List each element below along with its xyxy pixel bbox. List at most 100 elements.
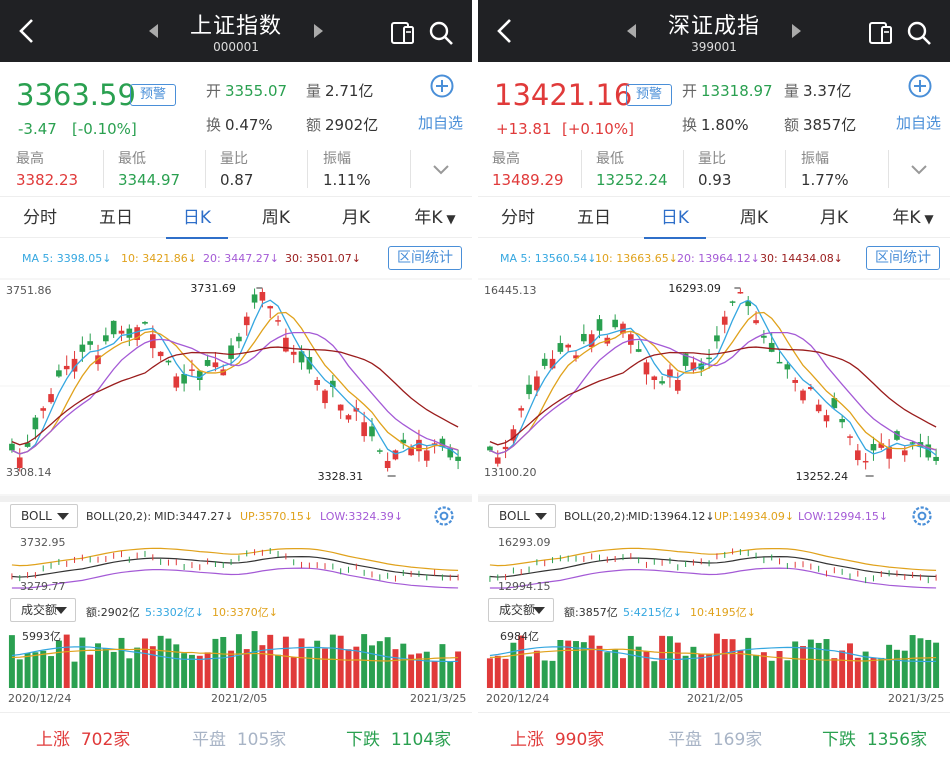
next-index-icon[interactable] bbox=[313, 24, 323, 38]
volume-bar bbox=[510, 642, 517, 688]
boll-chart[interactable]: 16293.09 12994.15 bbox=[478, 532, 950, 592]
range-stats-button[interactable]: 区间统计 bbox=[388, 246, 462, 270]
tab-monthly-k[interactable]: 月K bbox=[341, 208, 371, 228]
candlestick-chart[interactable]: 16445.13 13100.20 16293.09 13252.24 bbox=[478, 278, 950, 496]
tab-intraday[interactable]: 分时 bbox=[501, 208, 535, 228]
candle bbox=[134, 327, 140, 341]
stat-low: 最低 13252.24 bbox=[596, 151, 668, 189]
volume-value: 3.37亿 bbox=[803, 82, 852, 100]
volume-bar bbox=[713, 633, 720, 688]
tab-weekly-k[interactable]: 周K bbox=[739, 208, 769, 228]
alert-button[interactable]: 预警 bbox=[626, 84, 672, 106]
volume-select[interactable]: 成交额 bbox=[10, 598, 76, 622]
tab-daily-k[interactable]: 日K bbox=[644, 197, 706, 239]
candle bbox=[933, 456, 939, 461]
boll-lower-line bbox=[489, 567, 937, 589]
tab-5day[interactable]: 五日 bbox=[99, 208, 133, 228]
axis-max-label: 3751.86 bbox=[6, 284, 52, 297]
ma10-line bbox=[11, 311, 459, 455]
search-icon[interactable] bbox=[906, 20, 932, 46]
volume-bar bbox=[612, 649, 619, 688]
volume-bar bbox=[847, 643, 853, 688]
boll-chart[interactable]: 3732.95 3279.77 bbox=[0, 532, 472, 592]
next-index-icon[interactable] bbox=[791, 24, 801, 38]
candle bbox=[847, 436, 853, 438]
divider bbox=[205, 150, 206, 188]
divider bbox=[103, 150, 104, 188]
candle bbox=[581, 333, 587, 342]
prev-index-icon[interactable] bbox=[627, 24, 637, 38]
alert-button[interactable]: 预警 bbox=[130, 84, 176, 106]
chevron-down-icon[interactable] bbox=[910, 164, 928, 176]
volume-bar bbox=[8, 635, 15, 688]
notes-icon[interactable] bbox=[390, 20, 416, 46]
volume-bar bbox=[369, 645, 375, 688]
candle bbox=[103, 335, 109, 342]
volume-bar bbox=[753, 654, 760, 688]
volume-chart[interactable]: 5993亿 bbox=[0, 626, 472, 690]
back-arrow-icon[interactable] bbox=[16, 18, 38, 44]
candlestick-chart[interactable]: 3751.86 3308.14 3731.69 3328.31 bbox=[0, 278, 472, 496]
candle bbox=[71, 358, 78, 372]
add-watchlist-icon[interactable] bbox=[430, 74, 454, 98]
low-marker: 13252.24 bbox=[796, 470, 849, 483]
gear-icon[interactable] bbox=[910, 504, 934, 528]
tab-daily-k[interactable]: 日K bbox=[166, 197, 228, 239]
volume-bar bbox=[706, 653, 713, 688]
caret-down-icon: ▼ bbox=[920, 212, 934, 226]
search-icon[interactable] bbox=[428, 20, 454, 46]
volume-bar bbox=[659, 635, 666, 688]
indicator-select[interactable]: BOLL bbox=[10, 504, 78, 528]
date-axis: 2020/12/24 2021/2/05 2021/3/25 bbox=[478, 690, 950, 706]
prev-index-icon[interactable] bbox=[149, 24, 159, 38]
range-stats-button[interactable]: 区间统计 bbox=[866, 246, 940, 270]
volume-bar bbox=[526, 656, 533, 688]
volume-bar bbox=[854, 657, 861, 688]
tab-yearly-k[interactable]: 年K ▼ bbox=[892, 208, 934, 228]
volume-bar bbox=[314, 640, 321, 688]
volume-bar bbox=[415, 653, 422, 688]
volume-value: 2.71亿 bbox=[325, 82, 374, 100]
boll-upper-line bbox=[11, 547, 459, 571]
candle bbox=[635, 349, 642, 352]
boll-mid-line bbox=[11, 556, 459, 578]
date-mid: 2021/2/05 bbox=[211, 692, 268, 705]
candle bbox=[439, 438, 446, 447]
tab-intraday[interactable]: 分时 bbox=[23, 208, 57, 228]
add-watchlist-button[interactable]: 加自选 bbox=[418, 114, 464, 132]
volume-bar bbox=[32, 652, 39, 688]
volume-bar bbox=[760, 652, 767, 688]
tab-weekly-k[interactable]: 周K bbox=[261, 208, 291, 228]
high-marker: 16293.09 bbox=[668, 282, 721, 295]
volume-select[interactable]: 成交额 bbox=[488, 598, 554, 622]
notes-icon[interactable] bbox=[868, 20, 894, 46]
volume-bar bbox=[212, 638, 219, 688]
volume-bar bbox=[87, 654, 94, 688]
price-change: -3.47 bbox=[18, 120, 57, 138]
add-watchlist-button[interactable]: 加自选 bbox=[896, 114, 942, 132]
chevron-down-icon[interactable] bbox=[432, 164, 450, 176]
volume-field: 量 2.71亿 bbox=[306, 82, 374, 100]
candle bbox=[290, 351, 297, 355]
add-watchlist-icon[interactable] bbox=[908, 74, 932, 98]
candle bbox=[721, 316, 728, 325]
candle bbox=[518, 408, 525, 411]
ma20-label: 20: 13964.12↓ bbox=[677, 252, 760, 265]
indicator-select[interactable]: BOLL bbox=[488, 504, 556, 528]
candle bbox=[275, 320, 281, 322]
candle bbox=[659, 381, 665, 384]
tab-yearly-k[interactable]: 年K ▼ bbox=[414, 208, 456, 228]
tab-5day[interactable]: 五日 bbox=[577, 208, 611, 228]
gear-icon[interactable] bbox=[432, 504, 456, 528]
volume-bar bbox=[455, 651, 462, 688]
candle bbox=[40, 408, 47, 411]
back-arrow-icon[interactable] bbox=[494, 18, 516, 44]
divider bbox=[0, 496, 472, 502]
volume-bar bbox=[886, 644, 893, 688]
open-field: 开 3355.07 bbox=[206, 82, 288, 100]
tab-monthly-k[interactable]: 月K bbox=[819, 208, 849, 228]
volume-bar bbox=[674, 642, 681, 688]
volume-bar bbox=[110, 651, 117, 688]
volume-bar bbox=[933, 642, 940, 688]
volume-chart[interactable]: 6984亿 bbox=[478, 626, 950, 690]
